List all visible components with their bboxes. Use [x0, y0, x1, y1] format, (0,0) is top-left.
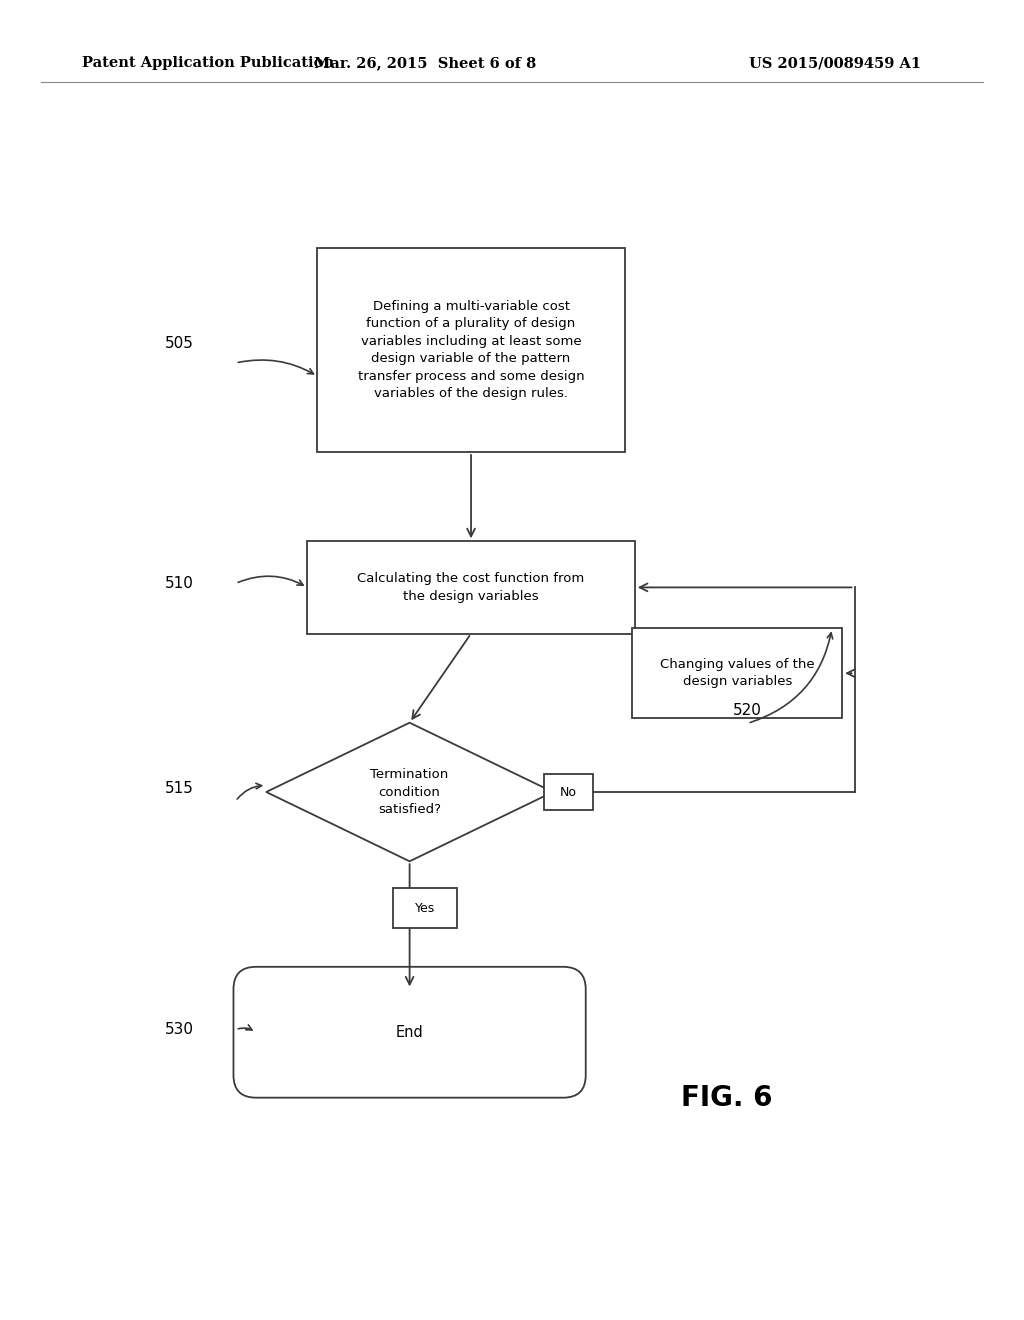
- Text: End: End: [395, 1024, 424, 1040]
- Text: Yes: Yes: [415, 902, 435, 915]
- Bar: [317, 248, 625, 451]
- Text: 520: 520: [733, 702, 762, 718]
- Text: Mar. 26, 2015  Sheet 6 of 8: Mar. 26, 2015 Sheet 6 of 8: [313, 57, 537, 70]
- Bar: [307, 541, 635, 634]
- Polygon shape: [266, 723, 553, 862]
- Text: No: No: [560, 785, 577, 799]
- Text: US 2015/0089459 A1: US 2015/0089459 A1: [750, 57, 922, 70]
- Text: 505: 505: [165, 335, 194, 351]
- Text: Calculating the cost function from
the design variables: Calculating the cost function from the d…: [357, 572, 585, 603]
- Text: Changing values of the
design variables: Changing values of the design variables: [659, 657, 815, 689]
- Text: Defining a multi-variable cost
function of a plurality of design
variables inclu: Defining a multi-variable cost function …: [357, 300, 585, 400]
- Bar: [393, 888, 457, 928]
- Text: Termination
condition
satisfied?: Termination condition satisfied?: [371, 768, 449, 816]
- Text: Patent Application Publication: Patent Application Publication: [82, 57, 334, 70]
- Text: FIG. 6: FIG. 6: [681, 1084, 773, 1113]
- Bar: [544, 774, 593, 810]
- FancyBboxPatch shape: [233, 966, 586, 1098]
- Bar: [632, 628, 842, 718]
- Text: 510: 510: [165, 576, 194, 591]
- Text: 530: 530: [165, 1022, 194, 1038]
- Text: 515: 515: [165, 780, 194, 796]
